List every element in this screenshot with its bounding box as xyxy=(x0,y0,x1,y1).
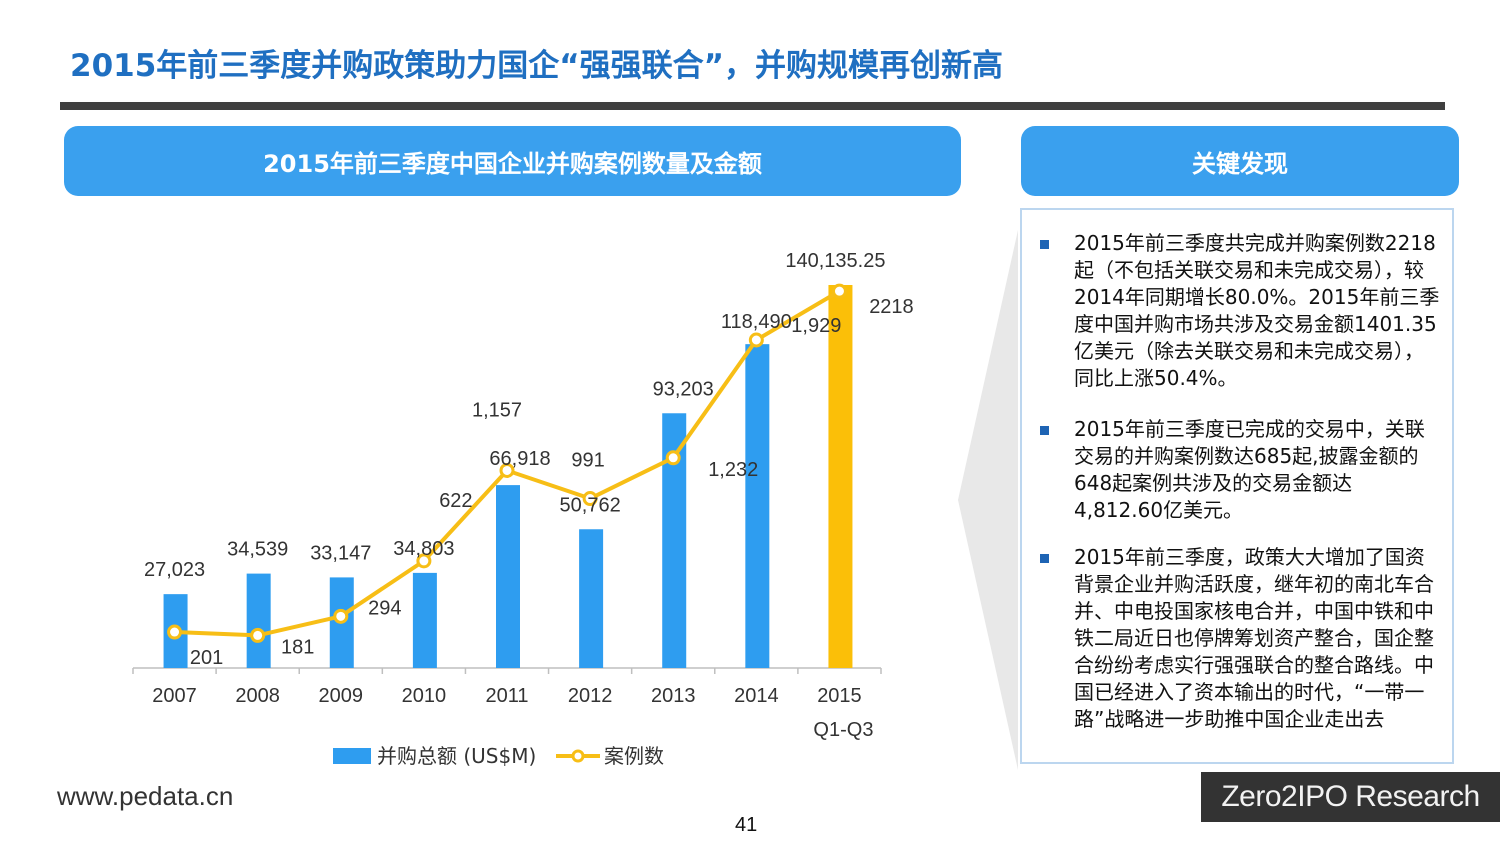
line-value-label: 1,232 xyxy=(708,459,758,481)
line-value-label: 622 xyxy=(439,490,472,512)
brand-logo: Zero2IPO Research xyxy=(1201,772,1500,822)
finding-item: 2015年前三季度共完成并购案例数2218起（不包括关联交易和未完成交易），较2… xyxy=(1040,230,1440,392)
chart-panel-header: 2015年前三季度中国企业并购案例数量及金额 xyxy=(64,126,961,196)
finding-text: 2015年前三季度，政策大大增加了国资背景企业并购活跃度，继年初的南北车合并、中… xyxy=(1074,545,1434,731)
bar-value-label: 93,203 xyxy=(653,378,714,400)
bar xyxy=(412,572,437,668)
x-axis-tick-label: 2007 xyxy=(152,685,197,707)
finding-item: 2015年前三季度，政策大大增加了国资背景企业并购活跃度，继年初的南北车合并、中… xyxy=(1040,544,1440,733)
line-value-label: 2218 xyxy=(869,296,914,318)
findings-panel-header: 关键发现 xyxy=(1021,126,1459,196)
footer-url: www.pedata.cn xyxy=(57,781,234,811)
finding-text: 2015年前三季度已完成的交易中，关联交易的并购案例数达685起,披露金额的64… xyxy=(1074,417,1425,522)
bullet-icon xyxy=(1040,240,1049,249)
line-point xyxy=(499,462,515,478)
x-axis-tick-label: 2011 xyxy=(485,685,528,707)
bar xyxy=(496,485,520,668)
bar xyxy=(579,529,604,668)
line-value-label: 991 xyxy=(571,450,604,472)
findings-panel-title: 关键发现 xyxy=(1192,149,1288,178)
bar-value-label: 66,918 xyxy=(489,448,550,470)
line-value-label: 1,929 xyxy=(791,315,841,337)
bar-value-label: 27,023 xyxy=(144,559,205,581)
legend-line-marker xyxy=(571,749,585,763)
line-value-label: 181 xyxy=(281,636,314,658)
x-axis-tick-label: 2009 xyxy=(319,685,364,707)
line-point xyxy=(665,450,681,466)
bar xyxy=(828,285,853,668)
x-axis-tick-label: 2012 xyxy=(568,685,613,707)
line-point xyxy=(333,608,349,624)
page-title: 2015年前三季度并购政策助力国企“强强联合”，并购规模再创新高 xyxy=(70,48,1004,84)
x-axis-tick-label: 2013 xyxy=(651,685,696,707)
line-value-label: 1,157 xyxy=(472,399,522,421)
bullet-icon xyxy=(1040,554,1049,563)
line-value-label: 294 xyxy=(368,597,401,619)
bar-value-label: 140,135.25 xyxy=(785,250,885,272)
x-axis-tick-label: 2015 xyxy=(817,685,862,707)
line-point xyxy=(167,624,183,640)
x-axis-tick-label: 2014 xyxy=(734,685,779,707)
callout-pointer xyxy=(958,230,1018,770)
x-axis-tick-label: Q1-Q3 xyxy=(813,719,873,741)
line-value-label: 201 xyxy=(190,647,223,669)
finding-text: 2015年前三季度共完成并购案例数2218起（不包括关联交易和未完成交易），较2… xyxy=(1074,231,1440,390)
line-point xyxy=(831,283,847,299)
bar xyxy=(246,573,271,668)
line-point xyxy=(748,332,764,348)
brand-text: Zero2IPO Research xyxy=(1221,780,1480,813)
line-point xyxy=(250,627,266,643)
bullet-icon xyxy=(1040,426,1049,435)
findings-list: 2015年前三季度共完成并购案例数2218起（不包括关联交易和未完成交易），较2… xyxy=(1020,208,1454,764)
chart-panel-title: 2015年前三季度中国企业并购案例数量及金额 xyxy=(263,149,762,178)
x-axis-tick-label: 2008 xyxy=(235,685,280,707)
legend-line-label: 案例数 xyxy=(604,744,664,768)
bar-value-label: 50,762 xyxy=(560,494,621,516)
legend-bar-swatch xyxy=(333,748,371,764)
line-point xyxy=(416,553,432,569)
legend-bar-label: 并购总额 (US$M) xyxy=(377,744,536,768)
bar-value-label: 33,147 xyxy=(310,542,371,564)
ma-chart: 27,023 34,539 33,147 34,803 66,918 50,762 93,2… xyxy=(132,250,914,768)
finding-item: 2015年前三季度已完成的交易中，关联交易的并购案例数达685起,披露金额的64… xyxy=(1040,416,1440,524)
bar-value-label: 34,539 xyxy=(227,539,288,561)
x-axis-tick-label: 2010 xyxy=(402,685,447,707)
line-point xyxy=(582,491,598,507)
bar-value-label: 34,803 xyxy=(393,538,454,560)
title-divider xyxy=(60,102,1445,110)
page-number: 41 xyxy=(735,814,758,836)
bar-value-label: 118,490 xyxy=(721,311,792,333)
bar xyxy=(745,344,770,668)
